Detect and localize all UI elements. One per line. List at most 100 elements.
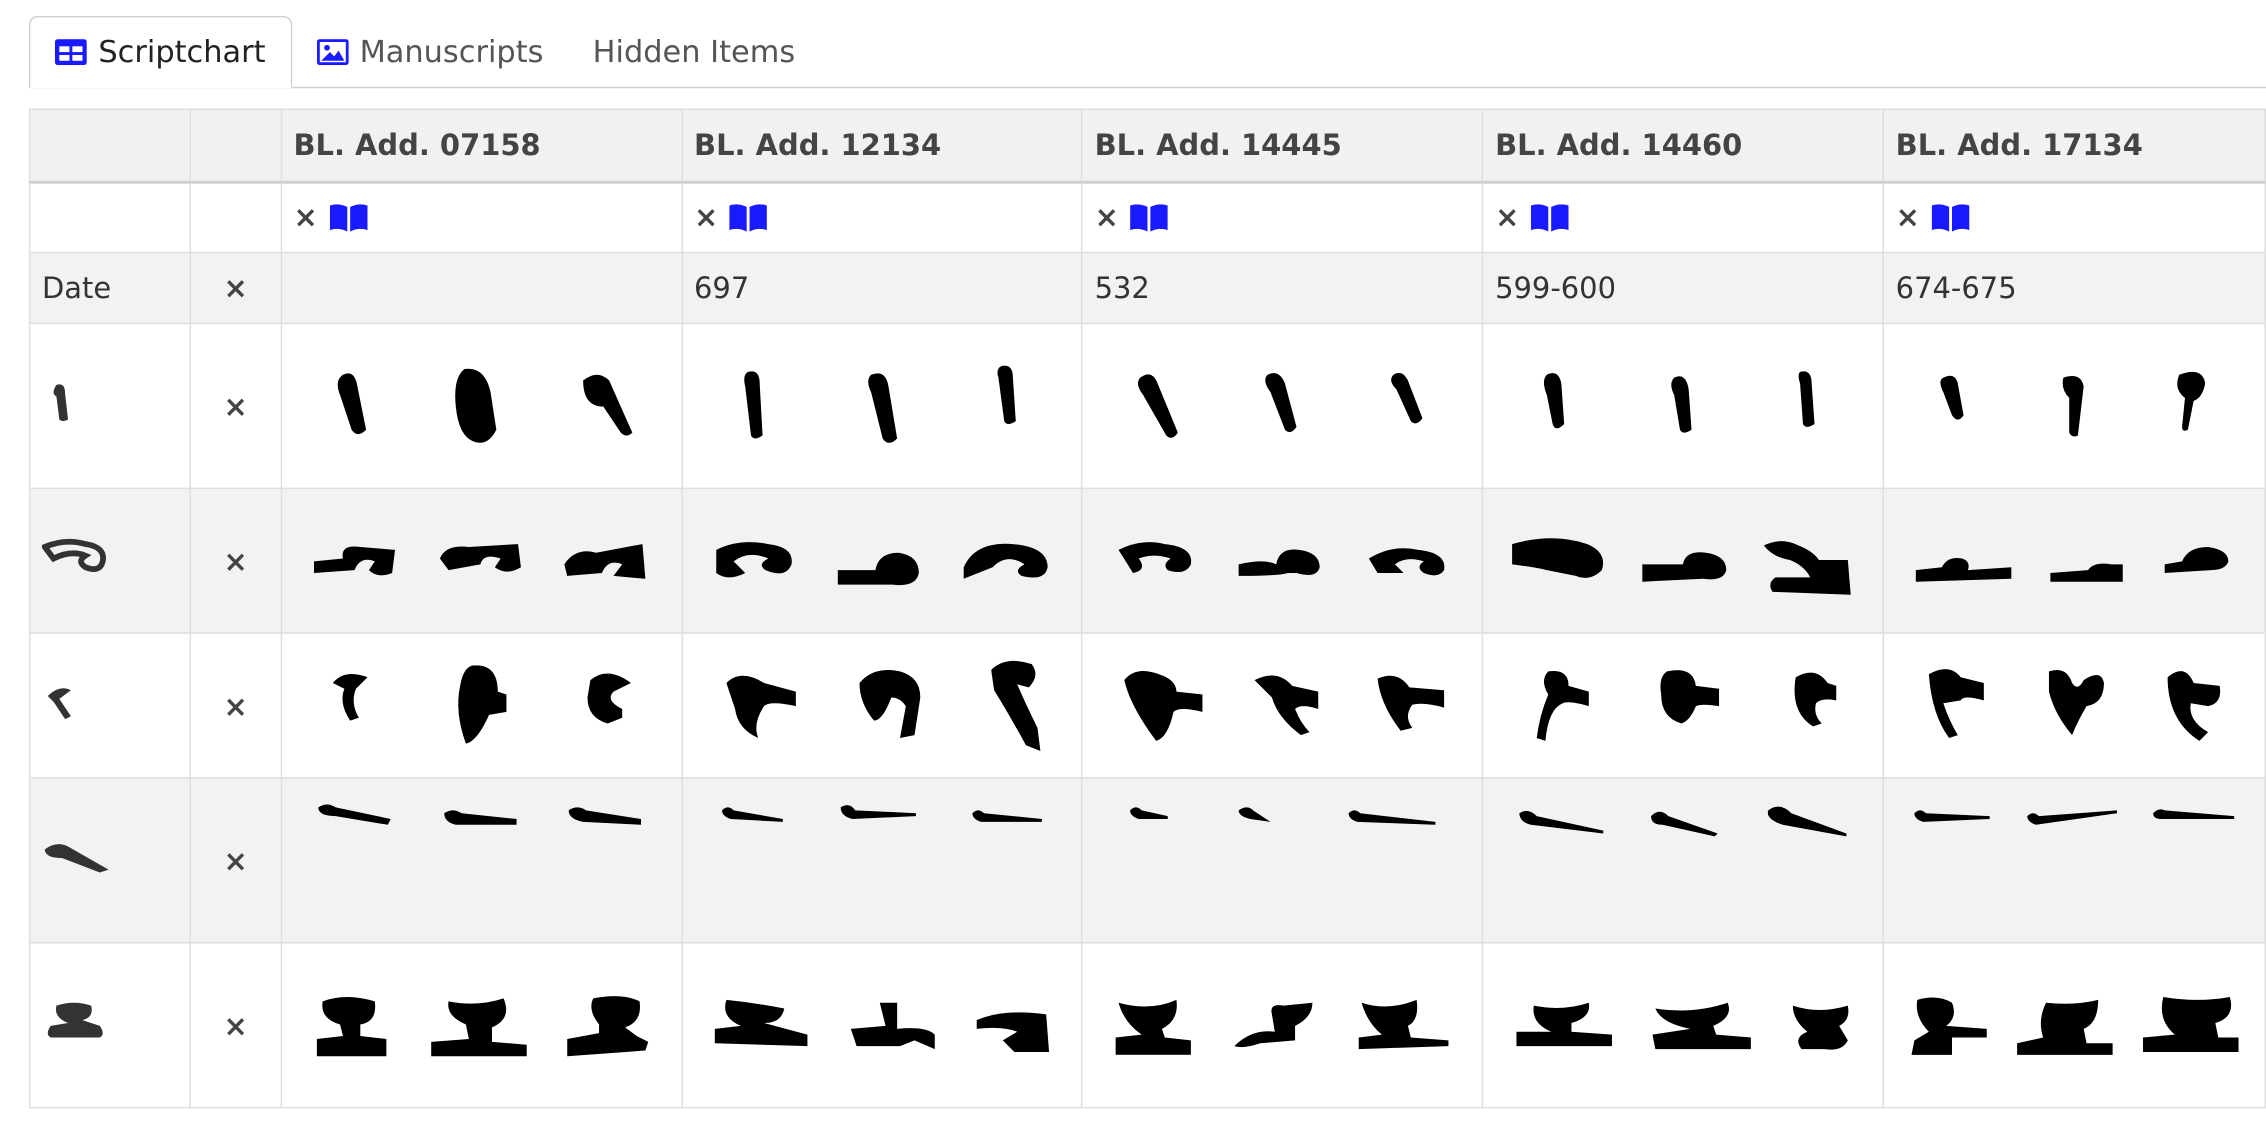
glyph-cell[interactable] — [1883, 633, 2265, 778]
letter-sample-icon — [1653, 665, 1725, 746]
tab-hidden-items[interactable]: Hidden Items — [568, 16, 820, 88]
he-letter-icon — [42, 1000, 109, 1043]
letter-sample-icon — [2045, 362, 2103, 449]
manuscript-header[interactable]: BL. Add. 14460 — [1483, 109, 1884, 181]
remove-row-button[interactable]: × — [224, 1008, 248, 1043]
remove-row-button[interactable]: × — [224, 688, 248, 723]
tab-scriptchart[interactable]: Scriptchart — [29, 16, 292, 88]
tab-bar: Scriptchart Manuscripts Hidden Items — [29, 0, 2266, 88]
remove-manuscript-button[interactable]: × — [1095, 200, 1119, 235]
remove-row-button[interactable]: × — [224, 271, 248, 306]
letter-sample-icon — [1911, 802, 1992, 834]
letter-sample-icon — [566, 802, 647, 834]
remove-row-button[interactable]: × — [224, 389, 248, 424]
letter-sample-icon — [969, 802, 1044, 834]
glyph-cell[interactable] — [1082, 488, 1483, 633]
date-label: Date — [30, 253, 190, 324]
letter-sample-icon — [1926, 362, 1984, 449]
letter-sample-icon — [1113, 532, 1200, 590]
book-open-icon[interactable] — [730, 203, 768, 232]
glyph-cell[interactable] — [682, 778, 1083, 943]
tab-manuscripts-label: Manuscripts — [360, 35, 544, 70]
glyph-cell[interactable] — [1883, 778, 2265, 943]
table-icon — [55, 39, 87, 65]
glyph-cell[interactable] — [1483, 488, 1884, 633]
letter-sample-icon — [445, 659, 512, 752]
book-open-icon[interactable] — [329, 203, 367, 232]
scriptchart-table: BL. Add. 07158 BL. Add. 12134 BL. Add. 1… — [29, 109, 2266, 1109]
remove-row-button[interactable]: × — [224, 543, 248, 578]
book-open-icon[interactable] — [1531, 203, 1569, 232]
letter-sample-icon — [1513, 999, 1614, 1051]
letter-sample-icon — [1516, 805, 1606, 843]
letter-sample-icon — [1654, 362, 1712, 449]
glyph-cell[interactable] — [281, 323, 682, 488]
manuscript-actions: × — [1082, 182, 1483, 253]
glyph-cell[interactable] — [281, 778, 682, 943]
letter-sample-icon — [428, 992, 529, 1059]
glyph-cell[interactable] — [1483, 633, 1884, 778]
glyph-cell[interactable] — [1883, 488, 2265, 633]
letter-sample-icon — [1236, 532, 1326, 590]
glyph-cell[interactable] — [1082, 633, 1483, 778]
row-remove-cell: × — [190, 488, 281, 633]
glyph-cell[interactable] — [682, 323, 1083, 488]
letter-sample-icon — [711, 529, 801, 593]
tab-manuscripts[interactable]: Manuscripts — [292, 16, 568, 88]
letter-sample-icon — [1529, 362, 1587, 449]
letter-sample-icon — [958, 529, 1054, 593]
glyph-cell[interactable] — [682, 943, 1083, 1108]
manuscript-header[interactable]: BL. Add. 12134 — [682, 109, 1083, 181]
letter-sample-icon — [712, 996, 810, 1054]
letter-sample-icon — [2161, 532, 2236, 590]
letter-cell — [30, 323, 190, 488]
glyph-cell[interactable] — [281, 943, 682, 1108]
book-open-icon[interactable] — [1932, 203, 1970, 232]
glyph-cell[interactable] — [1082, 778, 1483, 943]
manuscript-header[interactable]: BL. Add. 07158 — [281, 109, 682, 181]
letter-row-he: × — [30, 943, 2266, 1108]
letter-sample-icon — [974, 996, 1052, 1054]
manuscript-actions: × — [281, 182, 682, 253]
corner-cell-2 — [190, 109, 281, 181]
manuscript-actions: × — [682, 182, 1083, 253]
letter-sample-icon — [2139, 993, 2240, 1057]
letter-sample-icon — [311, 992, 392, 1059]
manuscript-header[interactable]: BL. Add. 17134 — [1883, 109, 2265, 181]
manuscript-header[interactable]: BL. Add. 14445 — [1082, 109, 1483, 181]
letter-sample-icon — [1790, 999, 1854, 1051]
letter-sample-icon — [834, 529, 924, 593]
glyph-cell[interactable] — [682, 633, 1083, 778]
glyph-cell[interactable] — [281, 488, 682, 633]
remove-manuscript-button[interactable]: × — [1495, 200, 1519, 235]
glyph-cell[interactable] — [281, 633, 682, 778]
letter-sample-icon — [316, 802, 397, 834]
glyph-cell[interactable] — [682, 488, 1083, 633]
glyph-cell[interactable] — [1883, 323, 2265, 488]
remove-manuscript-button[interactable]: × — [293, 200, 317, 235]
glyph-cell[interactable] — [1483, 323, 1884, 488]
letter-sample-icon — [311, 532, 401, 590]
letter-sample-icon — [853, 362, 911, 449]
remove-row-button[interactable]: × — [224, 843, 248, 878]
remove-manuscript-button[interactable]: × — [694, 200, 718, 235]
manuscript-actions: × — [1883, 182, 2265, 253]
glyph-cell[interactable] — [1483, 778, 1884, 943]
book-open-icon[interactable] — [1130, 203, 1168, 232]
row-remove-cell: × — [190, 633, 281, 778]
tab-hidden-items-label: Hidden Items — [593, 35, 795, 70]
glyph-cell[interactable] — [1483, 943, 1884, 1108]
scriptchart-app: Scriptchart Manuscripts Hidden Items BL.… — [0, 0, 2266, 88]
letter-sample-icon — [1232, 996, 1319, 1054]
glyph-cell[interactable] — [1883, 943, 2265, 1108]
date-value: 532 — [1082, 253, 1483, 324]
letter-sample-icon — [1648, 805, 1720, 843]
letter-sample-icon — [1356, 996, 1452, 1054]
remove-manuscript-button[interactable]: × — [1896, 200, 1920, 235]
letter-sample-icon — [1650, 999, 1754, 1051]
glyph-cell[interactable] — [1082, 943, 1483, 1108]
glyph-cell[interactable] — [1082, 323, 1483, 488]
corner-cell — [30, 109, 190, 181]
letter-sample-icon — [2014, 993, 2115, 1057]
empty-cell — [30, 182, 190, 253]
